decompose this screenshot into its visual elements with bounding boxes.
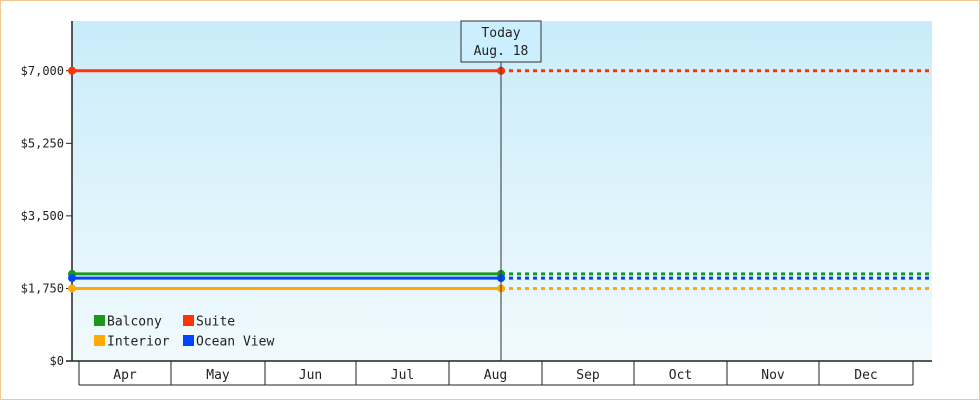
legend-label: Interior	[107, 335, 170, 350]
y-axis: $0 $1,750 $3,500 $5,250 $7,000	[21, 21, 73, 368]
data-point	[68, 66, 76, 75]
legend-label: Balcony	[107, 315, 162, 330]
today-date: Aug. 18	[474, 44, 529, 59]
x-tick-label: Jul	[391, 368, 414, 383]
legend: Balcony Suite Interior Ocean View	[94, 315, 274, 350]
today-label: Today	[481, 26, 520, 41]
today-marker: Today Aug. 18	[460, 20, 542, 361]
x-tick-label: Dec	[854, 368, 877, 383]
y-tick-label: $0	[50, 354, 64, 368]
data-point	[68, 284, 76, 293]
x-axis: Apr May Jun Jul Aug Sep Oct Nov Dec	[66, 360, 932, 386]
x-tick-label: Jun	[299, 368, 322, 383]
y-tick-label: $1,750	[21, 281, 64, 295]
legend-swatch	[94, 315, 105, 326]
x-tick-label: Apr	[113, 368, 137, 383]
x-tick-label: May	[206, 368, 230, 383]
x-tick-label: Sep	[576, 368, 600, 383]
plot-area	[72, 21, 932, 361]
y-tick-label: $7,000	[21, 64, 64, 78]
data-point	[68, 274, 76, 283]
today-label-box	[460, 20, 542, 63]
y-tick-label: $5,250	[21, 136, 64, 150]
legend-label: Suite	[196, 315, 235, 330]
y-tick-label: $3,500	[21, 209, 64, 223]
x-tick-label: Nov	[761, 368, 785, 383]
x-tick-label: Oct	[669, 368, 692, 383]
series-group	[68, 66, 932, 293]
legend-swatch	[183, 315, 194, 326]
legend-swatch	[94, 335, 105, 346]
x-tick-label: Aug	[484, 368, 507, 383]
legend-label: Ocean View	[196, 335, 274, 350]
legend-swatch	[183, 335, 194, 346]
